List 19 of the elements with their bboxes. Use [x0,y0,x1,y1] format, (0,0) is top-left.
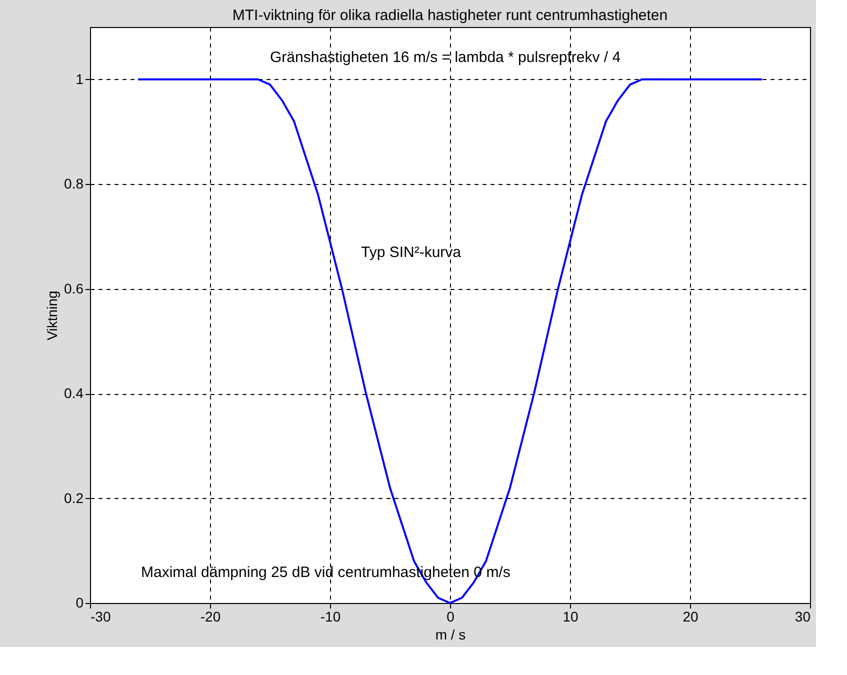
x-tick-label: -20 [200,608,221,624]
annotation: Gränshastigheten 16 m/s = lambda * pulsrepfrekv / 4 [270,49,621,66]
y-tick-label: 0.6 [64,280,84,296]
x-tick-label: 10 [562,608,578,624]
x-tick-label: -30 [90,608,111,624]
x-axis-title: m / s [435,626,466,642]
line-series [137,78,763,604]
x-tick-label: -10 [320,608,341,624]
y-tick-label: 1 [76,70,84,87]
x-tick-label: 0 [446,608,455,624]
y-tick-label: 0.8 [64,176,84,192]
y-tick-label: 0.4 [64,385,84,402]
y-axis-title: Viktning [44,290,60,340]
annotation: Typ SIN²-kurva [361,244,462,261]
y-tick-label: 0 [76,594,84,610]
chart-title: MTI-viktning för olika radiella hastigheter runt centrumhastigheten [232,7,668,24]
x-tick-label: 20 [682,608,698,624]
x-tick-label: 30 [794,608,811,624]
y-tick-label: 0.2 [64,490,84,506]
